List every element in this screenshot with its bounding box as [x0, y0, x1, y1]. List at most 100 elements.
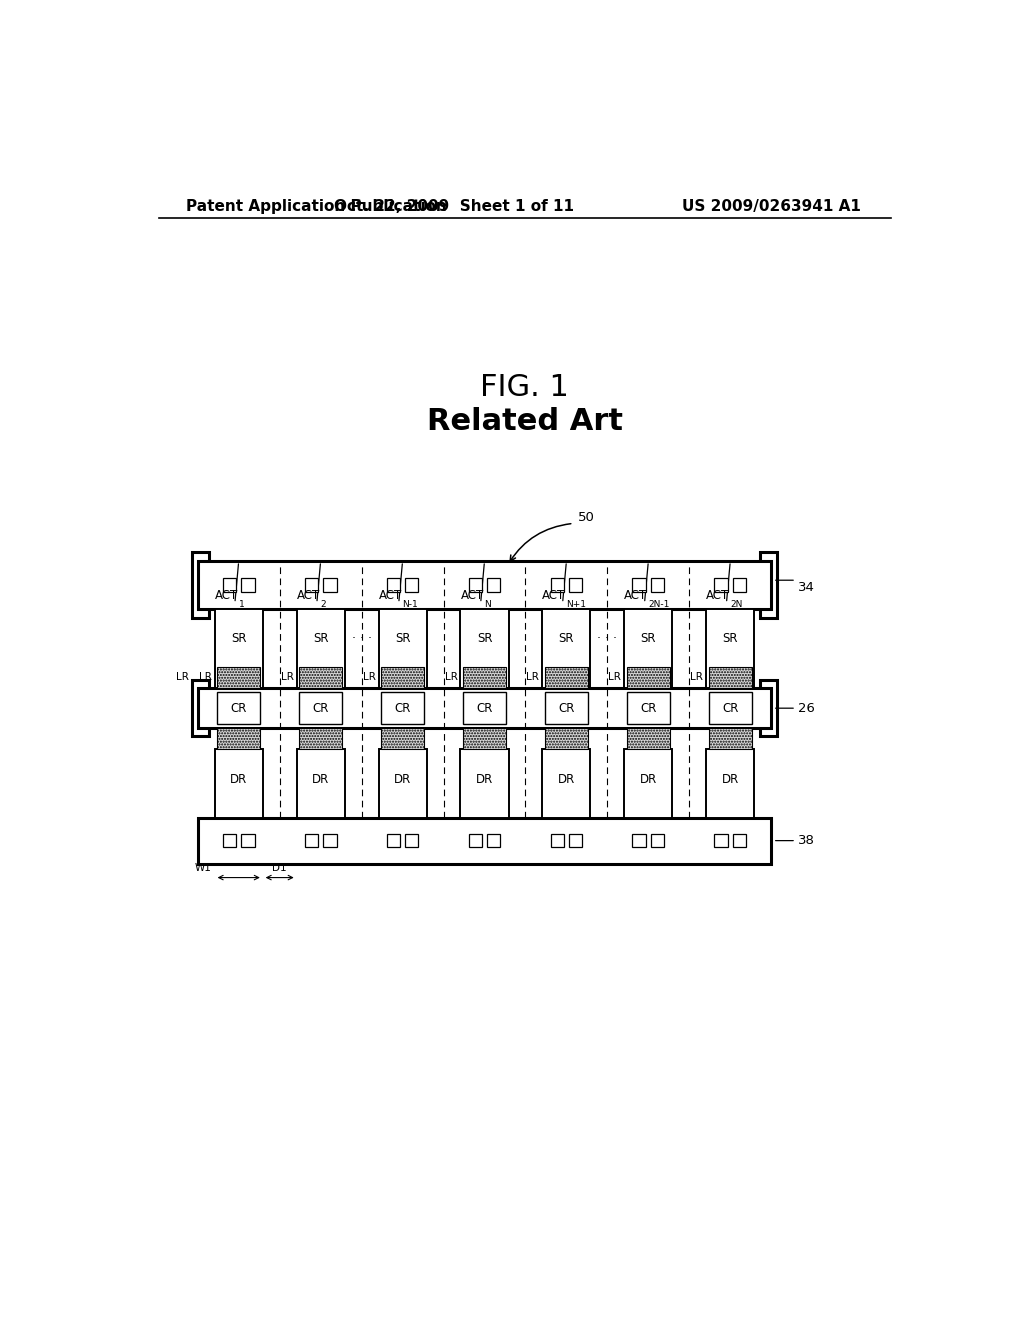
Text: SR: SR [395, 632, 411, 645]
Bar [761, 552, 777, 618]
Bar [545, 729, 588, 748]
Text: LR: LR [690, 672, 703, 682]
Text: Patent Application Publication: Patent Application Publication [186, 198, 446, 214]
Bar [387, 578, 399, 591]
Text: LR: LR [526, 672, 540, 682]
Bar [198, 688, 771, 729]
Text: ACT: ACT [215, 589, 238, 602]
Text: SR: SR [723, 632, 738, 645]
Text: Oct. 22, 2009  Sheet 1 of 11: Oct. 22, 2009 Sheet 1 of 11 [334, 198, 573, 214]
Bar [191, 552, 209, 618]
Text: 34: 34 [799, 581, 815, 594]
Bar [191, 681, 209, 737]
Bar [651, 834, 665, 847]
Bar [406, 834, 419, 847]
Bar [305, 578, 317, 591]
Bar [305, 834, 317, 847]
Text: Related Art: Related Art [427, 408, 623, 436]
Text: 26: 26 [799, 702, 815, 714]
Text: N: N [484, 599, 492, 609]
Bar [707, 748, 755, 817]
Text: 1: 1 [239, 599, 245, 609]
Text: LR: LR [175, 672, 188, 682]
Bar [215, 609, 263, 688]
Bar [324, 578, 337, 591]
Bar [715, 578, 728, 591]
Text: DR: DR [312, 774, 330, 787]
Bar [297, 609, 345, 688]
Bar [633, 578, 646, 591]
Text: D1: D1 [272, 863, 287, 874]
Bar [627, 667, 670, 688]
Text: LR: LR [608, 672, 622, 682]
Text: 2N: 2N [730, 599, 742, 609]
Bar [198, 817, 771, 863]
Text: CR: CR [230, 702, 247, 714]
Text: ACT: ACT [461, 589, 483, 602]
Text: CR: CR [722, 702, 738, 714]
Text: ACT: ACT [625, 589, 647, 602]
Text: DR: DR [394, 774, 412, 787]
Bar [551, 834, 564, 847]
Bar [223, 834, 236, 847]
Bar [324, 834, 337, 847]
Bar [545, 692, 588, 725]
Bar [463, 729, 506, 748]
Text: CR: CR [640, 702, 656, 714]
Bar [543, 748, 591, 817]
Bar [379, 609, 427, 688]
Text: DR: DR [722, 774, 739, 787]
Text: LR: LR [281, 672, 294, 682]
Text: LR: LR [444, 672, 458, 682]
Bar [297, 748, 345, 817]
Bar [709, 729, 752, 748]
Text: 50: 50 [578, 511, 594, 524]
Bar [381, 729, 424, 748]
Bar [461, 609, 509, 688]
Text: ACT: ACT [297, 589, 319, 602]
Text: W1: W1 [195, 863, 212, 874]
Bar [242, 578, 255, 591]
Bar [761, 681, 777, 737]
Text: ACT: ACT [543, 589, 565, 602]
Text: 2N-1: 2N-1 [648, 599, 670, 609]
Text: SR: SR [641, 632, 656, 645]
Text: US 2009/0263941 A1: US 2009/0263941 A1 [682, 198, 860, 214]
Text: SR: SR [313, 632, 329, 645]
Text: CR: CR [476, 702, 493, 714]
Text: · · ·: · · · [597, 632, 617, 645]
Text: N-1: N-1 [402, 599, 419, 609]
Text: SR: SR [477, 632, 493, 645]
Text: 38: 38 [799, 834, 815, 847]
Bar [198, 561, 771, 609]
Bar [625, 748, 673, 817]
Text: LR: LR [199, 672, 212, 682]
Bar [709, 667, 752, 688]
Bar [487, 834, 501, 847]
Bar [543, 609, 591, 688]
Text: N+1: N+1 [566, 599, 587, 609]
Bar [299, 692, 342, 725]
Bar [569, 578, 583, 591]
Bar [215, 748, 263, 817]
Text: 2: 2 [321, 599, 327, 609]
Text: CR: CR [394, 702, 411, 714]
Bar [707, 609, 755, 688]
Bar [627, 729, 670, 748]
Bar [733, 834, 746, 847]
Text: FIG. 1: FIG. 1 [480, 374, 569, 403]
Bar [387, 834, 399, 847]
Bar [633, 834, 646, 847]
Bar [381, 667, 424, 688]
Text: DR: DR [476, 774, 494, 787]
Bar [461, 748, 509, 817]
Text: CR: CR [312, 702, 329, 714]
Bar [651, 578, 665, 591]
Text: ACT: ACT [707, 589, 729, 602]
Bar [627, 692, 670, 725]
Bar [463, 692, 506, 725]
Bar [217, 729, 260, 748]
Bar [709, 692, 752, 725]
Bar [469, 834, 481, 847]
Bar [242, 834, 255, 847]
